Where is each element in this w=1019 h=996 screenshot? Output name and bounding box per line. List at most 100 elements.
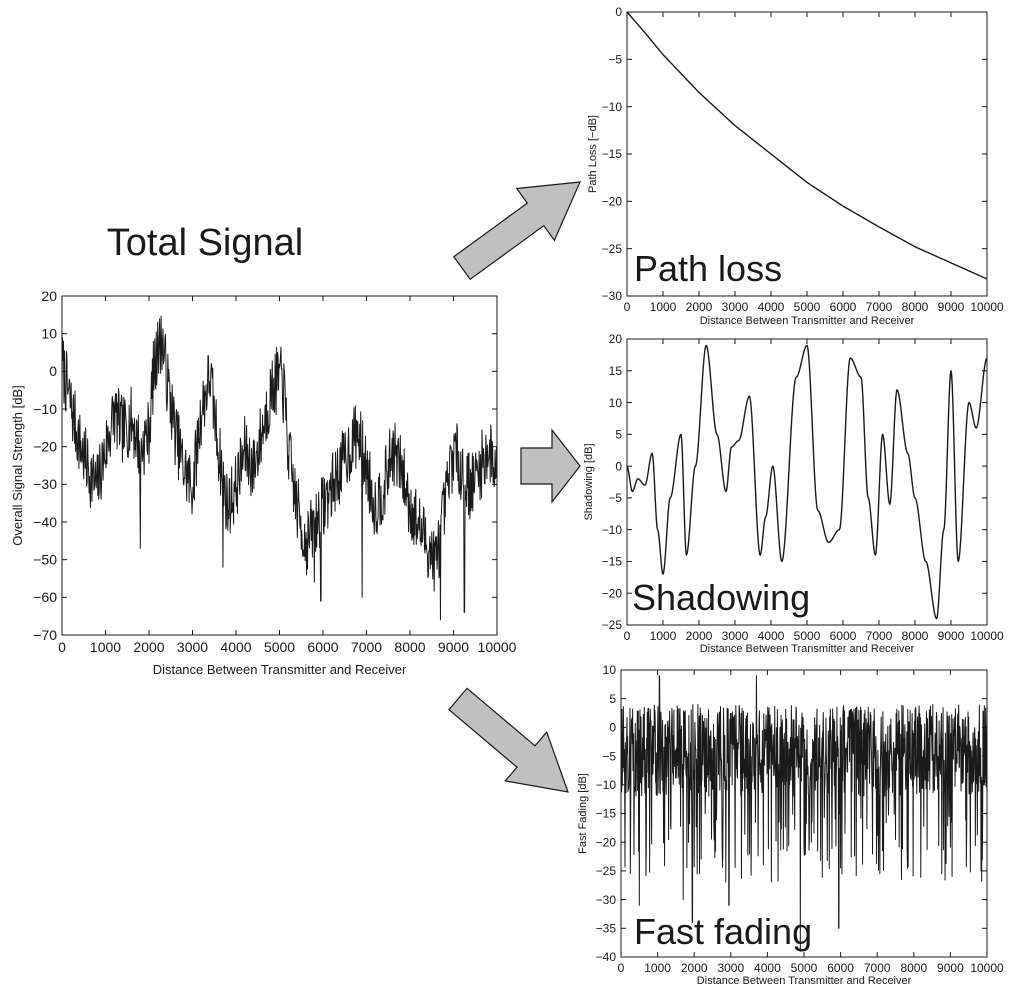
fastfading-y-tick-label: −25: [596, 864, 617, 878]
shadowing-y-tick-label: 0: [615, 459, 622, 473]
total-y-tick-label: −20: [33, 439, 57, 455]
pathloss-x-tick-label: 6000: [830, 300, 857, 314]
fastfading-x-tick-label: 5000: [791, 961, 818, 975]
pathloss-y-tick-label: −20: [602, 195, 623, 209]
total-x-tick-label: 1000: [90, 639, 121, 655]
fastfading-y-tick-label: 5: [609, 692, 616, 706]
fastfading-series-line: [620, 675, 988, 952]
shadowing-y-tick-label: −5: [608, 491, 622, 505]
total-x-tick-label: 2000: [133, 639, 164, 655]
total-x-tick-label: 6000: [307, 639, 338, 655]
shadowing-y-tick-label: −20: [602, 586, 623, 600]
shadowing-y-tick-label: 20: [609, 332, 623, 346]
shadowing-x-tick-label: 0: [624, 629, 631, 643]
total-y-axis-label: Overall Signal Strength [dB]: [10, 385, 25, 545]
total-y-tick-label: −30: [33, 476, 57, 492]
total-x-tick-label: 10000: [478, 639, 517, 655]
shadowing-y-tick-label: 10: [609, 396, 623, 410]
pathloss-series-line: [626, 11, 988, 280]
total-y-tick-label: −50: [33, 552, 57, 568]
total-signal-chart: 0 1000 2000 3000 4000 5000 6000 7000 8000 9000 100…: [10, 288, 517, 677]
pathloss-x-tick-label: 5000: [794, 300, 821, 314]
pathloss-y-tick-label: −10: [602, 100, 623, 114]
fastfading-x-tick-label: 4000: [754, 961, 781, 975]
total-x-tick-label: 9000: [438, 639, 469, 655]
shadowing-panel-label: Shadowing: [632, 577, 810, 618]
fastfading-y-tick-label: −30: [596, 893, 617, 907]
shadowing-y-tick-label: −15: [602, 555, 623, 569]
shadowing-y-tick-label: 5: [615, 428, 622, 442]
fastfading-x-tick-label: 0: [618, 961, 625, 975]
pathloss-x-tick-label: 2000: [686, 300, 713, 314]
shadowing-x-tick-label: 8000: [902, 629, 929, 643]
total-y-tick-label: −60: [33, 589, 57, 605]
shadowing-y-axis-label: Shadowing [dB]: [583, 443, 595, 520]
fastfading-y-tick-label: −10: [596, 778, 617, 792]
fastfading-x-tick-label: 2000: [681, 961, 708, 975]
figure-title: Total Signal: [107, 222, 303, 264]
pathloss-y-tick-label: −5: [608, 53, 622, 67]
pathloss-x-axis-label: Distance Between Transmitter and Receive…: [700, 315, 915, 327]
total-y-tick-label: 0: [49, 363, 57, 379]
pathloss-x-tick-label: 4000: [758, 300, 785, 314]
shadowing-x-tick-label: 6000: [830, 629, 857, 643]
fast-fading-panel-label: Fast fading: [634, 911, 812, 952]
total-y-tick-label: −70: [33, 627, 57, 643]
shadowing-x-tick-label: 10000: [970, 629, 1004, 643]
total-y-tick-label: 20: [41, 288, 57, 304]
shadowing-series-line: [626, 344, 988, 620]
total-series-line: [61, 315, 498, 621]
arrow-to-path-loss: [452, 181, 581, 281]
shadowing-x-axis-label: Distance Between Transmitter and Receive…: [700, 643, 915, 655]
fastfading-y-tick-label: 10: [603, 663, 617, 677]
arrow-to-fast-fading: [448, 687, 569, 793]
pathloss-y-tick-label: 0: [615, 5, 622, 19]
total-x-tick-label: 4000: [220, 639, 251, 655]
shadowing-y-tick-label: −10: [602, 523, 623, 537]
shadowing-x-tick-label: 5000: [794, 629, 821, 643]
fastfading-y-tick-label: −35: [596, 922, 617, 936]
total-y-tick-label: 10: [41, 326, 57, 342]
pathloss-y-tick-label: −15: [602, 147, 623, 161]
fast-fading-chart: 0 1000 2000 3000 4000 5000 6000 7000 8000 9000 100…: [577, 663, 1004, 987]
fastfading-y-tick-label: 0: [609, 721, 616, 735]
fastfading-y-tick-label: −20: [596, 835, 617, 849]
fastfading-x-tick-label: 8000: [900, 961, 927, 975]
shadowing-x-tick-label: 1000: [650, 629, 677, 643]
fastfading-y-axis-label: Fast Fading [dB]: [577, 773, 589, 854]
fastfading-x-tick-label: 9000: [937, 961, 964, 975]
total-y-tick-label: −40: [33, 514, 57, 530]
pathloss-y-tick-label: −25: [602, 242, 623, 256]
fastfading-x-tick-label: 7000: [864, 961, 891, 975]
fastfading-y-tick-label: −5: [602, 749, 616, 763]
fastfading-x-tick-label: 6000: [827, 961, 854, 975]
shadowing-x-tick-label: 4000: [758, 629, 785, 643]
fastfading-x-tick-label: 3000: [717, 961, 744, 975]
pathloss-x-tick-label: 7000: [866, 300, 893, 314]
pathloss-x-tick-label: 0: [624, 300, 631, 314]
shadowing-x-tick-label: 2000: [686, 629, 713, 643]
shadowing-x-tick-label: 9000: [938, 629, 965, 643]
shadowing-y-tick-label: −25: [602, 618, 623, 632]
total-x-tick-label: 7000: [351, 639, 382, 655]
shadowing-chart: 0 1000 2000 3000 4000 5000 6000 7000 8000 9000 100…: [583, 332, 1004, 655]
total-y-tick-label: −10: [33, 401, 57, 417]
total-x-axis-label: Distance Between Transmitter and Receive…: [153, 662, 407, 677]
pathloss-x-tick-label: 3000: [722, 300, 749, 314]
total-x-tick-label: 0: [58, 639, 66, 655]
pathloss-x-tick-label: 8000: [902, 300, 929, 314]
fastfading-x-tick-label: 1000: [644, 961, 671, 975]
pathloss-y-axis-label: Path Loss [−dB]: [587, 115, 599, 193]
fastfading-x-tick-label: 10000: [970, 961, 1004, 975]
pathloss-x-tick-label: 9000: [938, 300, 965, 314]
path-loss-panel-label: Path loss: [634, 248, 782, 289]
pathloss-x-tick-label: 1000: [650, 300, 677, 314]
shadowing-x-tick-label: 7000: [866, 629, 893, 643]
total-x-tick-label: 8000: [394, 639, 425, 655]
shadowing-y-tick-label: 15: [609, 364, 623, 378]
arrow-to-shadowing: [520, 428, 581, 504]
total-x-tick-label: 5000: [264, 639, 295, 655]
pathloss-y-tick-label: −30: [602, 289, 623, 303]
